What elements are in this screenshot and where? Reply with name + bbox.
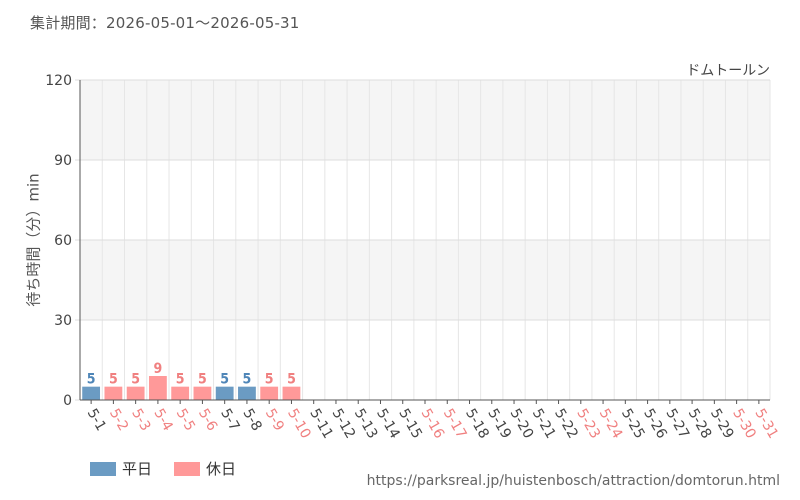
x-tick-label-5-9: 5-9 (262, 406, 287, 434)
data-label-5-4: 9 (154, 361, 163, 377)
x-tick-label-5-3: 5-3 (128, 406, 153, 434)
weekday-swatch (90, 461, 116, 476)
x-tick-label-5-1: 5-1 (84, 406, 109, 434)
legend-label-weekday: 平日 (122, 460, 153, 478)
data-label-5-9: 5 (265, 372, 274, 388)
y-tick-label: 120 (45, 73, 72, 89)
plot-band (80, 160, 770, 240)
data-label-5-6: 5 (198, 372, 207, 388)
data-label-5-1: 5 (87, 372, 96, 388)
data-label-5-3: 5 (131, 372, 140, 388)
data-label-5-2: 5 (109, 372, 118, 388)
data-label-5-5: 5 (176, 372, 185, 388)
bar-5-6 (193, 386, 212, 400)
bar-5-2 (104, 386, 123, 400)
y-tick-label: 60 (54, 233, 72, 249)
legend-label-holiday: 休日 (206, 460, 237, 478)
bar-5-5 (171, 386, 190, 400)
chart-title: ドムトールン (686, 63, 770, 79)
data-label-5-10: 5 (287, 372, 296, 388)
plot-band (80, 240, 770, 320)
x-tick-label-5-7: 5-7 (217, 406, 242, 434)
x-tick-label-5-2: 5-2 (106, 406, 131, 434)
bar-5-7 (215, 386, 234, 400)
collection-period: 集計期間：2026-05-01～2026-05-31 (30, 14, 300, 32)
x-tick-label-5-31: 5-31 (751, 406, 781, 442)
data-label-5-7: 5 (220, 372, 229, 388)
legend-item-holiday: 休日 (174, 458, 236, 479)
x-tick-label-5-5: 5-5 (173, 406, 198, 434)
data-label-5-8: 5 (243, 372, 252, 388)
y-tick-label: 0 (63, 393, 72, 409)
source-url: https://parksreal.jp/huistenbosch/attrac… (366, 473, 780, 489)
x-tick-label-5-6: 5-6 (195, 406, 220, 434)
holiday-swatch (174, 461, 201, 476)
bar-5-1 (82, 386, 101, 400)
plot-band (80, 80, 770, 160)
legend: 平日 休日 (90, 458, 236, 479)
bar-5-9 (260, 386, 279, 400)
y-tick-label: 30 (54, 313, 72, 329)
x-tick-label-5-8: 5-8 (239, 406, 264, 434)
bar-5-10 (282, 386, 301, 400)
bar-5-8 (238, 386, 256, 400)
legend-item-weekday: 平日 (90, 458, 152, 479)
bar-5-3 (126, 386, 145, 400)
y-tick-label: 90 (54, 153, 72, 169)
bar-5-4 (149, 376, 167, 400)
x-tick-label-5-4: 5-4 (150, 406, 175, 434)
